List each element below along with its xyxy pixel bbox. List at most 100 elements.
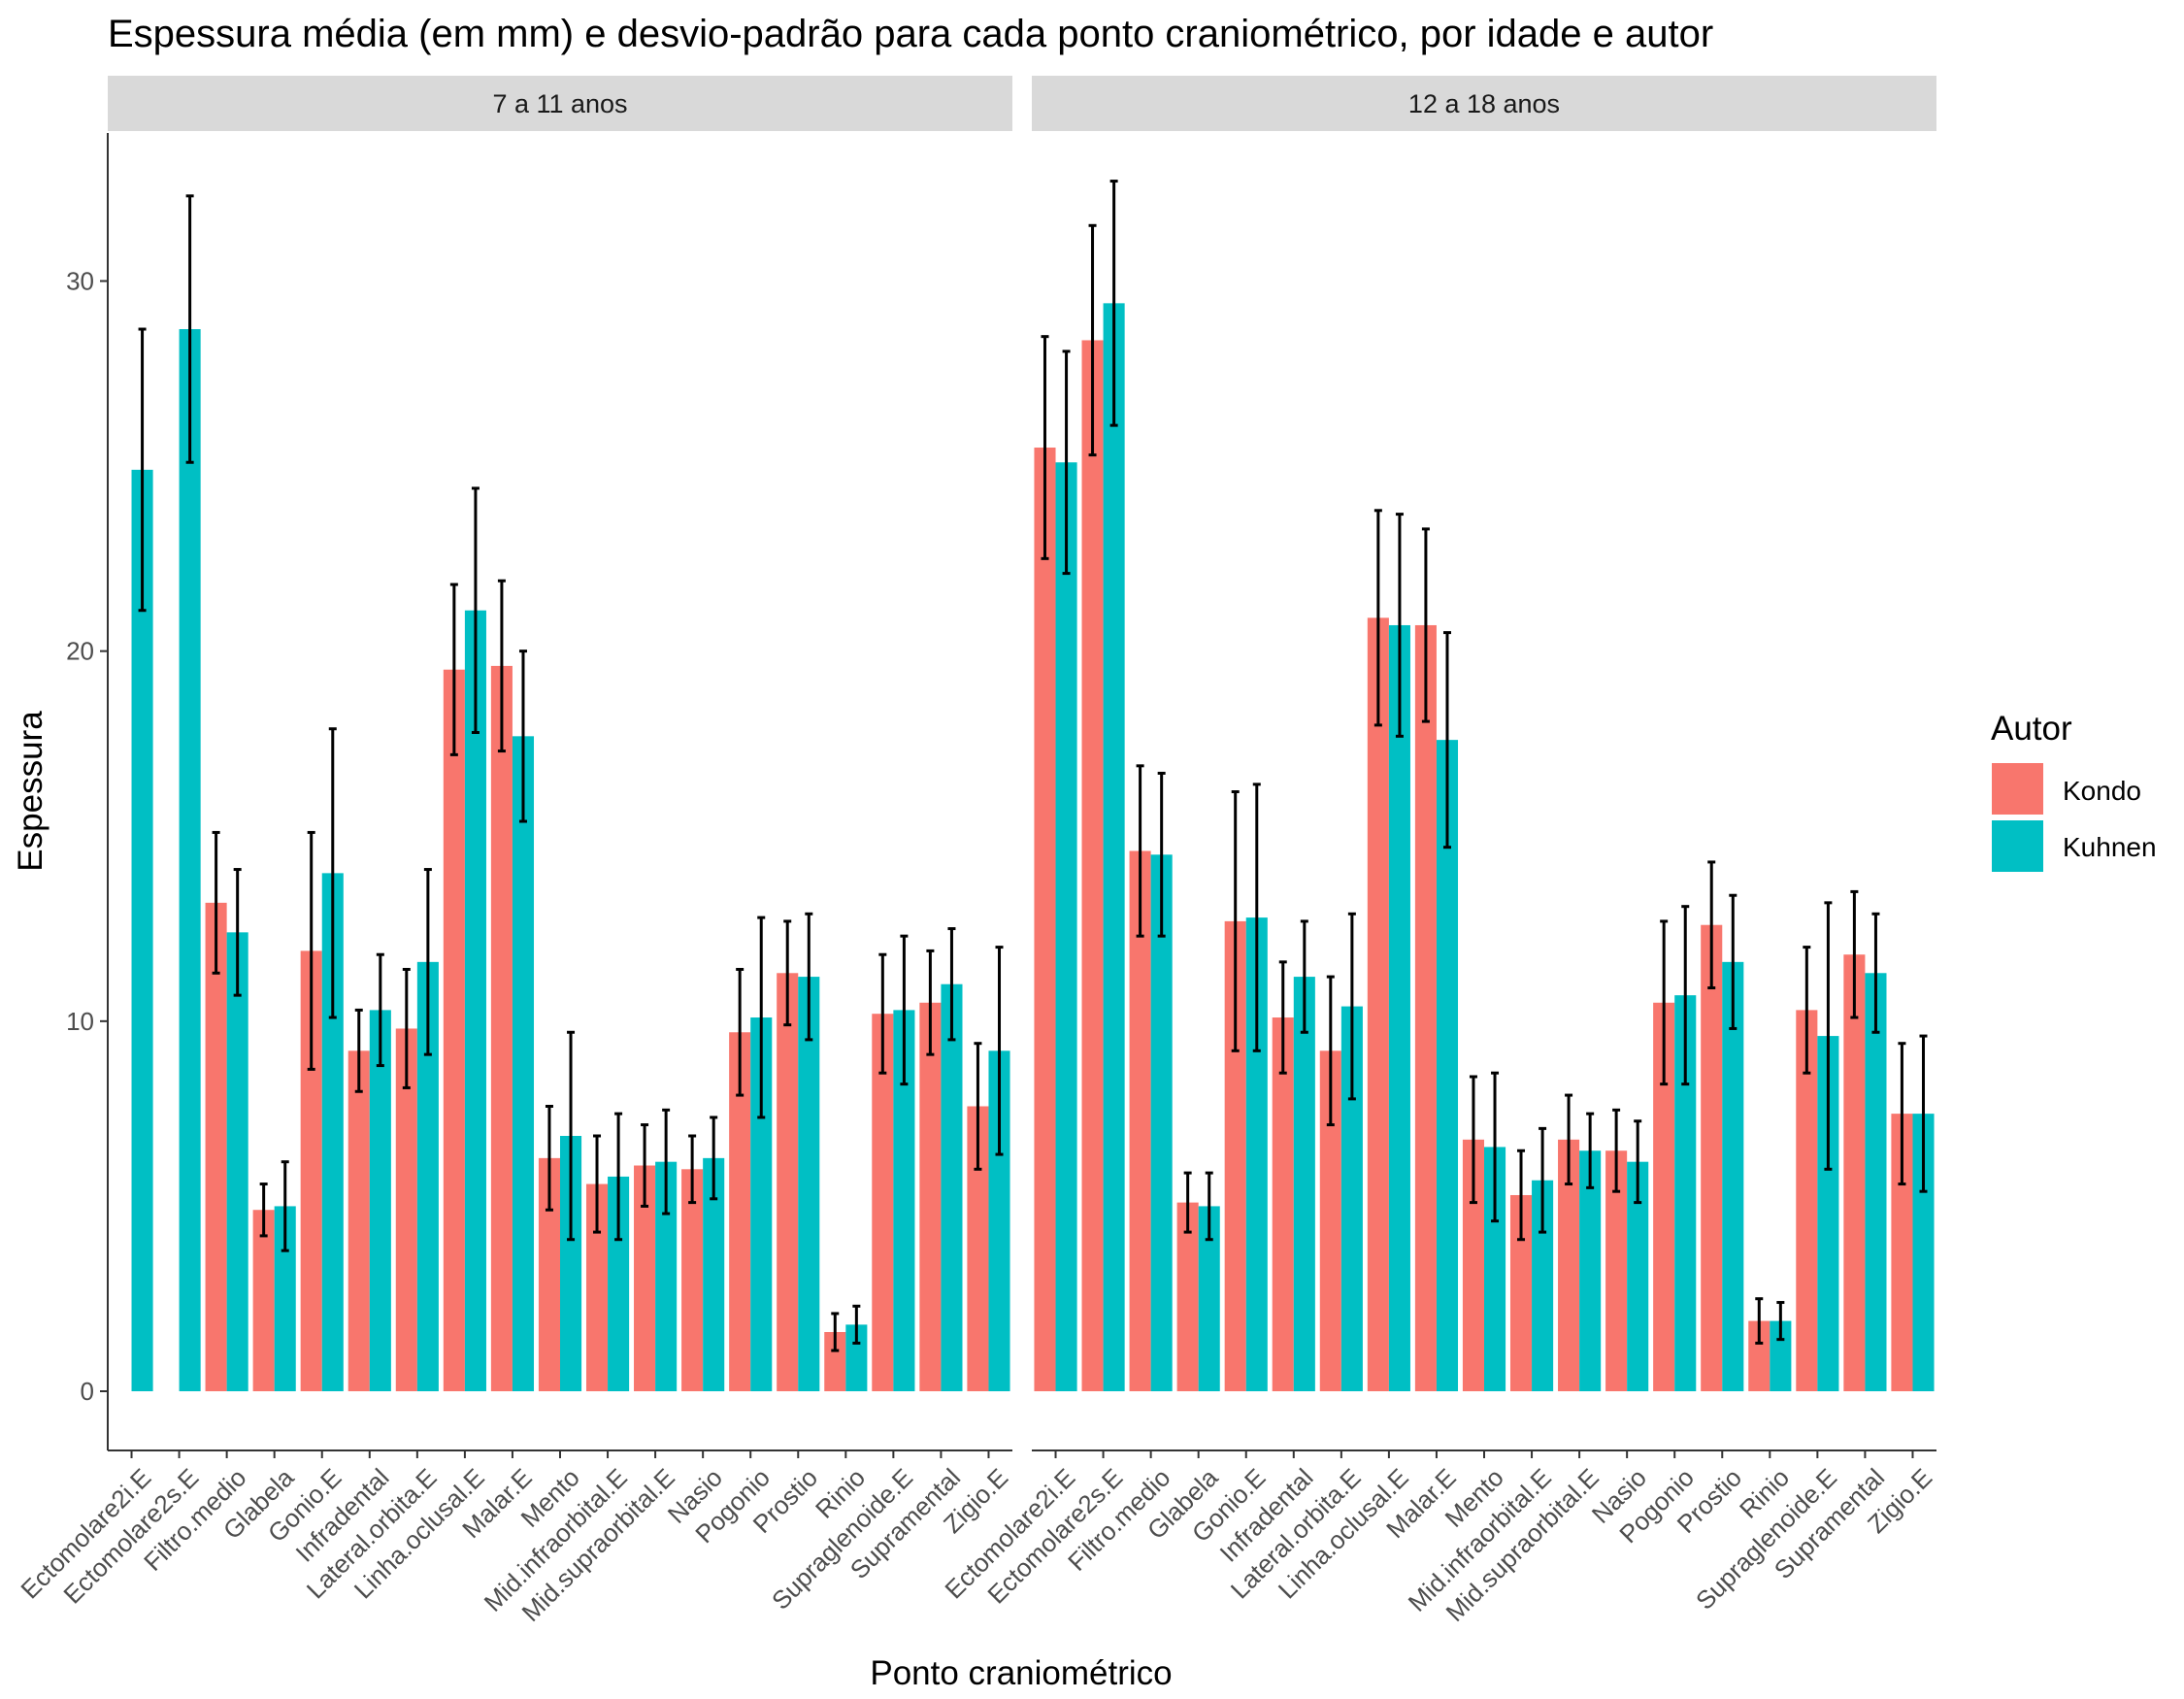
bar-kuhnen [1293,977,1315,1392]
bar-kondo [872,1014,894,1392]
bar-kuhnen [1579,1150,1602,1392]
bar-kuhnen [274,1206,296,1392]
error-bar [497,579,506,753]
error-bar [1157,771,1166,938]
error-bar [1491,1071,1500,1223]
error-bar [1729,893,1737,1030]
error-bar [1565,1093,1573,1186]
error-bar [259,1183,268,1238]
facet-strip-label: 12 a 18 anos [1408,89,1560,118]
bar-kuhnen [1627,1161,1649,1392]
bar-kondo [1129,850,1151,1392]
error-bar [1898,1042,1906,1186]
error-bar [423,868,432,1056]
error-bar [926,949,935,1056]
error-bar [1776,1301,1785,1342]
bar-kondo [1843,954,1866,1392]
facet-panels: 7 a 11 anos0102030Ectomolare2i.EEctomola… [15,76,1937,1627]
bar-kondo [1748,1320,1770,1392]
error-bar [307,830,315,1071]
error-bar [1824,901,1833,1171]
error-bar [1634,1119,1642,1205]
bar-kondo [395,1028,417,1392]
error-bar [736,967,745,1097]
bar-kondo [1605,1150,1628,1392]
facet-strip [108,76,1012,131]
bar-kondo [681,1169,704,1392]
error-bar [1278,960,1287,1075]
error-bar [641,1123,649,1208]
legend: Autor Kondo Kuhnen [1991,710,2157,872]
legend-key-kuhnen [1992,820,2043,872]
bar-kuhnen [608,1176,630,1392]
error-bar [1109,180,1118,427]
error-bar [212,830,220,975]
bar-kuhnen [845,1324,868,1392]
error-bar [1755,1297,1764,1345]
bar-kondo [300,950,322,1392]
bar-kuhnen [1912,1114,1935,1392]
bar-kuhnen [988,1050,1010,1392]
y-tick-label: 30 [66,266,94,295]
bar-kuhnen [1484,1147,1506,1392]
bar-kondo [1462,1139,1484,1392]
bar-kuhnen [1150,854,1173,1392]
bar-kuhnen [1817,1036,1839,1392]
bar-kuhnen [1245,917,1268,1392]
bar-kuhnen [1436,740,1459,1392]
bar-kondo [1176,1202,1199,1392]
error-bar [757,916,766,1119]
bar-kondo [538,1157,560,1392]
error-bar [900,934,909,1086]
y-tick-label: 10 [66,1007,94,1036]
error-bar [1205,1171,1213,1242]
bar-kondo [919,1002,942,1392]
bar-kuhnen [1865,973,1887,1392]
x-axis-label: Ponto craniométrico [870,1654,1172,1692]
error-bar [138,327,147,613]
bar-kondo [729,1032,751,1392]
legend-label-kuhnen: Kuhnen [2063,832,2157,862]
bar-kondo [824,1332,846,1392]
error-bar [1517,1149,1526,1242]
bar-kuhnen [416,961,439,1392]
bar-kondo [777,973,799,1392]
legend-label-kondo: Kondo [2063,776,2141,806]
error-bar [518,650,527,823]
error-bar [185,194,194,464]
bar-kuhnen [1722,961,1744,1392]
error-bar [831,1312,840,1352]
bar-kondo [1509,1194,1533,1392]
bar-kondo [1796,1010,1818,1392]
error-bar [567,1030,576,1242]
error-bar [471,486,480,735]
bar-kondo [1701,924,1723,1392]
bar-kuhnen [1340,1006,1363,1392]
bar-kondo [585,1183,609,1392]
error-bar [1041,335,1049,560]
bar-kuhnen [369,1010,391,1392]
bar-kuhnen [1770,1320,1792,1392]
error-bar [354,1008,363,1093]
error-bar [1421,527,1430,723]
bar-kuhnen [512,736,535,1392]
bar-kondo [490,665,513,1392]
bar-kondo [1081,340,1104,1392]
bar-kondo [1558,1139,1580,1392]
error-bar [1326,975,1335,1127]
bar-kuhnen [750,1017,773,1392]
error-bar [1088,223,1097,457]
bar-kuhnen [131,469,153,1392]
bar-kondo [205,902,227,1392]
bar-kuhnen [1198,1206,1220,1392]
chart-title: Espessura média (em mm) e desvio-padrão … [108,13,1713,55]
legend-key-kondo [1992,763,2043,815]
error-bar [1871,912,1880,1034]
bar-kondo [1319,1050,1341,1392]
bar-kuhnen [464,610,486,1392]
bar-kuhnen [1055,462,1077,1392]
error-bar [1183,1171,1192,1234]
error-bar [545,1105,553,1212]
error-bar [1231,790,1240,1052]
